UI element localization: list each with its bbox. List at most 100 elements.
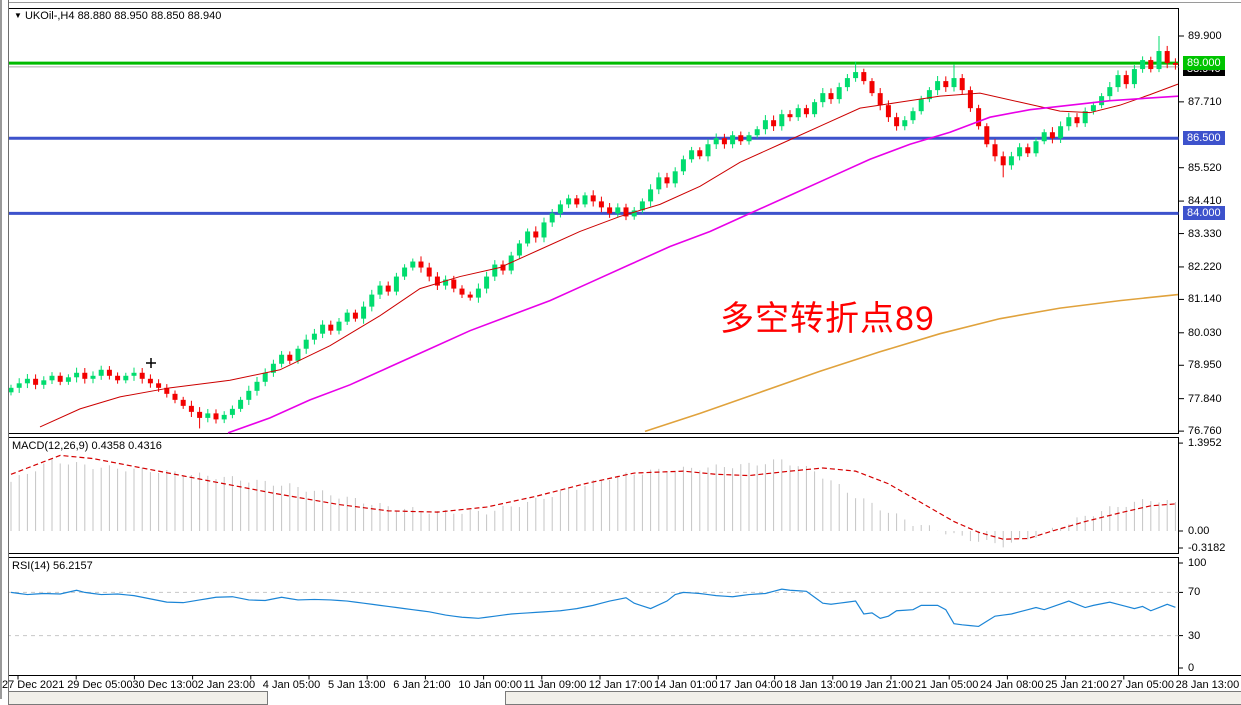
- candle: [598, 201, 604, 208]
- candle: [861, 72, 867, 82]
- price-badge-84.000: 84.000: [1183, 206, 1225, 221]
- candle: [475, 288, 481, 298]
- candle: [779, 114, 785, 127]
- candle: [738, 135, 744, 142]
- candle: [213, 413, 219, 420]
- candle: [459, 288, 465, 295]
- date-label: 5 Jan 13:00: [328, 679, 386, 691]
- candle: [197, 411, 203, 418]
- date-label: 25 Jan 21:00: [1045, 679, 1109, 691]
- candle: [910, 111, 916, 121]
- bottom-tab-right[interactable]: [505, 691, 1241, 705]
- candle: [246, 390, 252, 400]
- candle: [1074, 117, 1080, 124]
- price-tick-label: 78.950: [1188, 359, 1222, 372]
- candle: [344, 312, 350, 322]
- candle: [90, 375, 96, 379]
- candle: [131, 372, 137, 376]
- candle: [836, 87, 842, 100]
- price-tick-label: 76.760: [1188, 425, 1222, 438]
- rsi-tick-label: 0: [1188, 662, 1195, 674]
- candle: [369, 294, 375, 307]
- candle: [8, 387, 14, 393]
- candle: [254, 381, 260, 391]
- candle: [672, 171, 678, 184]
- candle: [951, 78, 957, 88]
- candle: [1033, 141, 1039, 154]
- candle: [516, 243, 522, 256]
- date-label: 21 Jan 05:00: [914, 679, 979, 691]
- candle: [180, 399, 186, 406]
- candle: [1140, 60, 1146, 70]
- candle: [352, 312, 358, 319]
- candle: [492, 264, 498, 277]
- candle: [631, 210, 637, 217]
- candle: [451, 279, 457, 289]
- candle: [926, 90, 932, 100]
- bottom-tab-left[interactable]: [8, 691, 268, 705]
- price-tick-label: 87.710: [1188, 95, 1222, 108]
- candle: [959, 78, 965, 91]
- candle: [1041, 132, 1047, 142]
- price-badge-86.500: 86.500: [1183, 131, 1225, 146]
- candle: [885, 105, 891, 118]
- candle: [902, 120, 908, 127]
- candle: [525, 231, 531, 244]
- candle: [590, 195, 596, 202]
- candle: [16, 383, 22, 388]
- main-chart-frame[interactable]: [7, 8, 1179, 434]
- candle: [615, 207, 621, 214]
- candle: [1164, 51, 1170, 64]
- collapse-arrow-icon[interactable]: ▼: [14, 11, 22, 20]
- candle: [484, 276, 490, 289]
- candle: [607, 207, 613, 214]
- date-label: 19 Jan 21:00: [849, 679, 914, 691]
- symbol-header[interactable]: ▼ UKOil-,H4 88.880 88.950 88.850 88.940: [14, 10, 221, 22]
- candle: [574, 198, 580, 205]
- price-tick-label: 77.840: [1188, 392, 1222, 405]
- candle: [270, 363, 276, 373]
- candle: [697, 150, 703, 157]
- candle: [648, 189, 654, 202]
- candle: [49, 375, 55, 381]
- chart-text-annotation[interactable]: 多空转折点89: [720, 300, 935, 338]
- macd-signal-line: [10, 454, 1176, 540]
- candle: [24, 378, 30, 384]
- candle: [918, 99, 924, 112]
- date-label: 30 Dec 13:00: [132, 679, 198, 691]
- candle: [771, 120, 777, 127]
- macd-tick-label: 1.3952: [1188, 437, 1222, 450]
- ma-red-line: [39, 83, 1179, 428]
- macd-indicator-label: MACD(12,26,9) 0.4358 0.4316: [12, 440, 162, 452]
- candle: [1008, 156, 1014, 166]
- date-label: 29 Dec 05:00: [67, 679, 133, 691]
- candle: [1115, 75, 1121, 88]
- date-label: 11 Jan 09:00: [523, 679, 587, 691]
- rsi-panel-frame[interactable]: [7, 557, 1179, 676]
- candle: [967, 90, 973, 109]
- candle: [664, 177, 670, 184]
- candle: [877, 93, 883, 106]
- window-left-border: [0, 0, 9, 699]
- candle: [328, 324, 334, 331]
- date-label: 12 Jan 17:00: [588, 679, 653, 691]
- candle: [74, 372, 80, 378]
- candle: [721, 138, 727, 145]
- rsi-tick-label: 100: [1188, 557, 1207, 569]
- date-label: 24 Jan 08:00: [980, 679, 1044, 691]
- candle: [1148, 60, 1154, 70]
- candle: [123, 375, 129, 381]
- candle: [361, 306, 367, 319]
- candle: [557, 204, 563, 214]
- candle: [377, 285, 383, 295]
- candle: [1131, 69, 1137, 85]
- candle: [566, 198, 572, 205]
- candle: [500, 264, 506, 271]
- candle: [1090, 105, 1096, 112]
- candle: [229, 408, 235, 415]
- candle: [65, 377, 71, 382]
- candle: [820, 93, 826, 103]
- date-label: 17 Jan 04:00: [719, 679, 783, 691]
- price-tick-label: 89.900: [1188, 30, 1222, 42]
